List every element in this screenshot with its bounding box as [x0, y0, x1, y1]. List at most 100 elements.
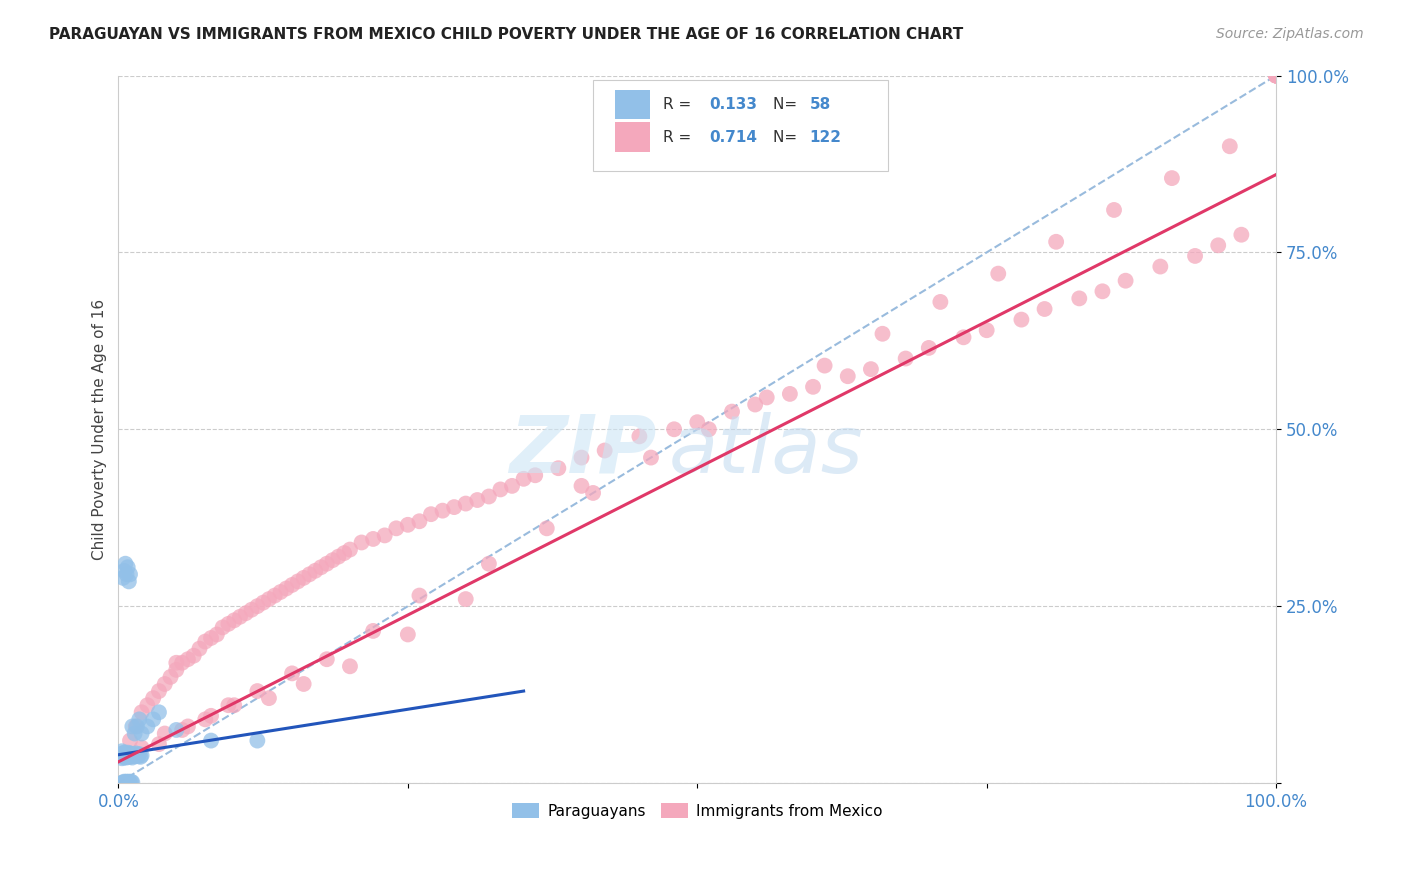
Point — [571, 479, 593, 493]
Point — [229, 609, 252, 624]
Point — [276, 582, 298, 596]
Point — [118, 733, 141, 747]
Point — [117, 746, 139, 760]
Point — [217, 698, 239, 713]
Text: ZIP: ZIP — [509, 411, 657, 490]
Point — [1149, 260, 1171, 274]
Point — [270, 585, 292, 599]
Text: Source: ZipAtlas.com: Source: ZipAtlas.com — [1216, 27, 1364, 41]
Point — [396, 627, 419, 641]
Point — [117, 560, 139, 574]
Point — [177, 652, 200, 666]
Point — [1161, 171, 1184, 186]
Point — [165, 656, 187, 670]
Point — [281, 666, 304, 681]
Text: 0.714: 0.714 — [709, 129, 756, 145]
Point — [194, 634, 217, 648]
FancyBboxPatch shape — [614, 122, 650, 152]
Point — [172, 656, 194, 670]
Point — [121, 750, 143, 764]
Legend: Paraguayans, Immigrants from Mexico: Paraguayans, Immigrants from Mexico — [506, 797, 889, 825]
Point — [813, 359, 835, 373]
Point — [328, 549, 350, 564]
Point — [142, 691, 165, 706]
Point — [304, 564, 326, 578]
Point — [112, 746, 135, 760]
Point — [112, 774, 135, 789]
Point — [111, 744, 134, 758]
Point — [205, 627, 228, 641]
Point — [1102, 202, 1125, 217]
Point — [361, 532, 384, 546]
Point — [246, 684, 269, 698]
Point — [165, 663, 187, 677]
Point — [524, 468, 547, 483]
Point — [148, 684, 170, 698]
Point — [125, 719, 148, 733]
Point — [536, 521, 558, 535]
Point — [1115, 274, 1137, 288]
Point — [240, 603, 263, 617]
Point — [1265, 69, 1288, 83]
Point — [111, 776, 134, 790]
Point — [114, 557, 136, 571]
Point — [697, 422, 720, 436]
Point — [200, 708, 222, 723]
Point — [257, 592, 280, 607]
Point — [112, 749, 135, 764]
Point — [117, 775, 139, 789]
Point — [801, 380, 824, 394]
Point — [1265, 69, 1288, 83]
Point — [136, 719, 159, 733]
Point — [112, 747, 135, 761]
Point — [1045, 235, 1067, 249]
Point — [322, 553, 344, 567]
Point — [1091, 285, 1114, 299]
Point — [894, 351, 917, 366]
Point — [1265, 69, 1288, 83]
Point — [153, 677, 176, 691]
Point — [420, 507, 443, 521]
Y-axis label: Child Poverty Under the Age of 16: Child Poverty Under the Age of 16 — [93, 299, 107, 560]
Point — [952, 330, 974, 344]
Point — [124, 726, 146, 740]
Point — [217, 616, 239, 631]
Point — [501, 479, 523, 493]
Point — [628, 429, 651, 443]
Point — [315, 557, 337, 571]
Point — [118, 567, 141, 582]
Text: 122: 122 — [810, 129, 842, 145]
Point — [350, 535, 373, 549]
Point — [112, 750, 135, 764]
Point — [148, 706, 170, 720]
Point — [200, 733, 222, 747]
Point — [142, 712, 165, 726]
Point — [837, 369, 859, 384]
Point — [128, 747, 150, 761]
Point — [454, 497, 477, 511]
Point — [309, 560, 332, 574]
Point — [188, 641, 211, 656]
Point — [118, 574, 141, 589]
Point — [339, 542, 361, 557]
FancyBboxPatch shape — [614, 90, 650, 120]
Point — [547, 461, 569, 475]
Point — [287, 574, 309, 589]
Point — [165, 723, 187, 737]
Point — [129, 749, 152, 764]
Point — [263, 589, 285, 603]
FancyBboxPatch shape — [593, 80, 889, 171]
Point — [115, 567, 138, 582]
Point — [298, 567, 321, 582]
Point — [987, 267, 1010, 281]
Point — [292, 677, 315, 691]
Point — [118, 747, 141, 761]
Point — [872, 326, 894, 341]
Point — [315, 652, 337, 666]
Point — [478, 557, 501, 571]
Point — [779, 387, 801, 401]
Point — [1069, 292, 1091, 306]
Point — [1265, 69, 1288, 83]
Point — [224, 613, 246, 627]
Point — [117, 749, 139, 764]
